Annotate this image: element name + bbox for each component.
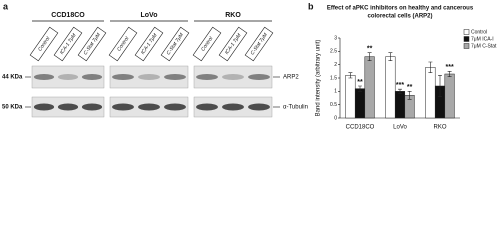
legend-swatch: [463, 29, 470, 35]
lane-label-box: ICA-1 7μM: [218, 26, 248, 62]
band: [81, 74, 103, 80]
bar: [385, 56, 396, 119]
chart-title: Effect of aPKC inhibitors on healthy and…: [327, 6, 474, 12]
error-bar: [447, 71, 452, 77]
cell-line-label: CCD18CO: [51, 12, 85, 19]
blot-strip: [193, 65, 273, 89]
panel-label: a: [3, 1, 9, 11]
band: [138, 103, 160, 111]
y-axis-label: Band intensity (arbitrary unit): [316, 40, 322, 117]
band: [248, 74, 270, 80]
band: [57, 103, 79, 111]
lane-label-box: Control: [29, 26, 59, 62]
chart-title: colorectal cells (ARP2): [367, 14, 432, 20]
size-label: 44 KDa: [2, 75, 23, 81]
lane-label-box: C-Stat 7μM: [160, 26, 190, 62]
blot-strip: [109, 65, 189, 89]
lane-box: [134, 26, 164, 62]
protein-label: α-Tubulin: [283, 105, 308, 111]
band: [222, 103, 244, 111]
y-tick-label: 0.5: [330, 102, 337, 108]
legend-label: 7μM ICA-I: [471, 36, 494, 42]
significance-label: ***: [396, 82, 404, 89]
y-tick-label: 3: [334, 35, 337, 41]
lane-label-box: Control: [108, 26, 138, 62]
lane-label-box: C-Stat 7μM: [77, 26, 107, 62]
error-bar: [438, 75, 442, 97]
lane-box: [108, 26, 138, 62]
bar: [394, 91, 406, 119]
significance-label: **: [407, 84, 413, 91]
band: [112, 103, 134, 111]
lane-label-box: Control: [192, 26, 222, 62]
band: [138, 74, 160, 80]
lane-box: [29, 26, 59, 62]
band: [57, 74, 79, 80]
lane-box: [160, 26, 190, 62]
band: [196, 103, 218, 111]
lane-box: [192, 26, 222, 62]
lane-label-box: C-Stat 7μM: [244, 26, 274, 62]
band: [248, 103, 270, 111]
y-tick-label: 1.5: [330, 75, 337, 81]
bar: [364, 56, 375, 119]
panel-label: b: [308, 1, 314, 11]
legend-label: 7μM C-Stat: [471, 43, 497, 49]
lane-label-box: ICA-1 7μM: [134, 26, 164, 62]
error-bar: [407, 91, 412, 100]
band: [222, 74, 244, 80]
bar: [425, 67, 436, 119]
band: [164, 74, 186, 80]
y-tick-label: 2: [334, 62, 337, 68]
y-tick-label: 0: [334, 115, 337, 121]
y-tick-label: 2.5: [330, 49, 337, 55]
bar: [345, 75, 356, 119]
bar: [444, 73, 455, 119]
significance-label: **: [357, 79, 363, 86]
legend-label: Control: [471, 29, 487, 35]
error-bar: [388, 52, 393, 61]
cell-line-label: LoVo: [141, 12, 158, 19]
error-bar: [367, 52, 372, 61]
x-tick-label: LoVo: [393, 125, 407, 131]
band: [164, 103, 186, 111]
band: [33, 103, 55, 111]
band: [112, 74, 134, 80]
band: [33, 74, 55, 80]
x-tick-label: RKO: [433, 125, 446, 131]
x-tick-label: CCD18CO: [346, 125, 375, 131]
legend-swatch: [463, 36, 470, 42]
error-bar: [428, 61, 433, 73]
bar-chart: Effect of aPKC inhibitors on healthy and…: [316, 6, 497, 131]
lane-box: [53, 26, 83, 62]
significance-label: ***: [446, 64, 454, 71]
y-tick-label: 1: [334, 89, 337, 95]
band: [81, 103, 103, 111]
lane-box: [77, 26, 107, 62]
blot-strip: [31, 65, 105, 89]
legend-swatch: [463, 43, 470, 49]
error-bar: [398, 88, 402, 94]
error-bar: [348, 72, 353, 79]
error-bar: [358, 85, 362, 92]
bar: [354, 88, 366, 119]
protein-label: ARP2: [283, 75, 299, 81]
lane-box: [244, 26, 274, 62]
size-label: 50 KDa: [2, 105, 23, 111]
lane-label-box: ICA-1 7μM: [53, 26, 83, 62]
significance-label: **: [367, 46, 373, 53]
cell-line-label: RKO: [225, 12, 241, 19]
lane-box: [218, 26, 248, 62]
band: [196, 74, 218, 80]
